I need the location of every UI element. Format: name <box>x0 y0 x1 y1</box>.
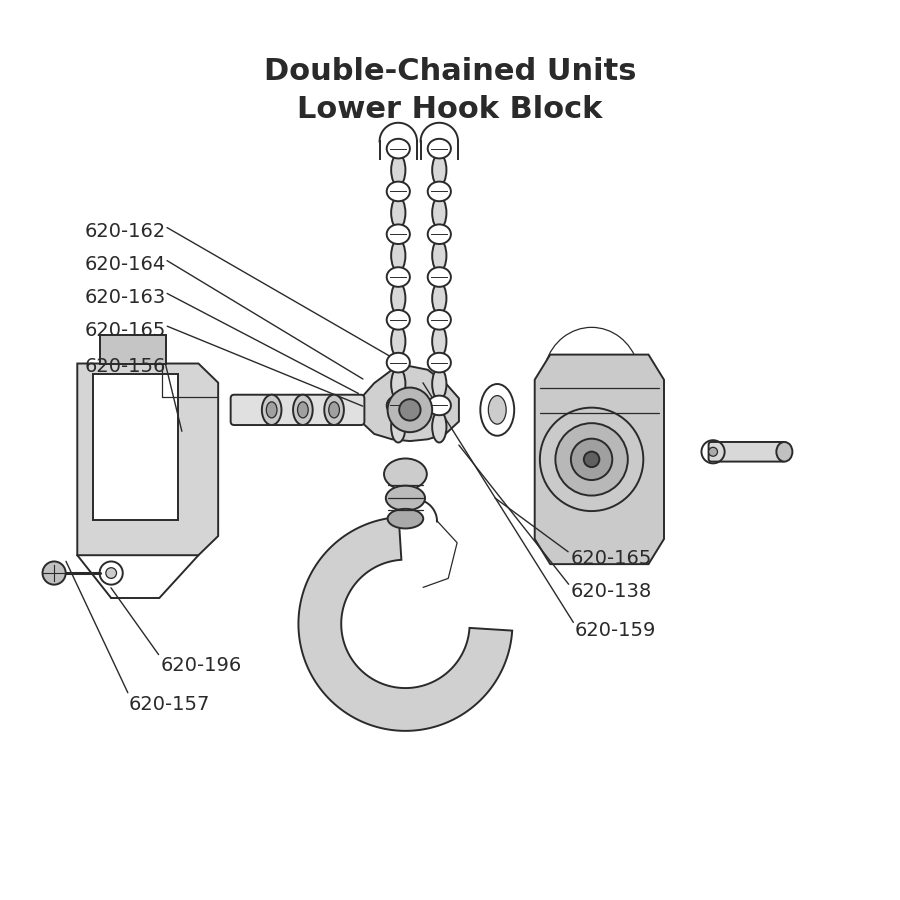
Ellipse shape <box>428 139 451 158</box>
Bar <box>94 374 178 519</box>
Text: 620-156: 620-156 <box>85 356 166 375</box>
Ellipse shape <box>262 395 282 425</box>
Ellipse shape <box>432 154 446 185</box>
Ellipse shape <box>293 395 312 425</box>
Circle shape <box>106 568 116 579</box>
Polygon shape <box>361 366 459 441</box>
Ellipse shape <box>387 353 410 373</box>
Ellipse shape <box>392 283 405 314</box>
FancyBboxPatch shape <box>708 442 786 462</box>
Ellipse shape <box>387 396 410 415</box>
Ellipse shape <box>428 182 451 202</box>
Ellipse shape <box>428 267 451 287</box>
Ellipse shape <box>266 401 277 418</box>
Text: 620-138: 620-138 <box>571 582 652 601</box>
Text: Lower Hook Block: Lower Hook Block <box>297 94 603 124</box>
Polygon shape <box>535 355 664 564</box>
Ellipse shape <box>387 310 410 329</box>
Text: 620-196: 620-196 <box>160 656 241 675</box>
Ellipse shape <box>489 396 506 424</box>
Ellipse shape <box>392 326 405 357</box>
Circle shape <box>42 562 66 585</box>
Ellipse shape <box>432 240 446 271</box>
Ellipse shape <box>432 368 446 400</box>
Polygon shape <box>299 518 512 731</box>
Ellipse shape <box>384 458 427 490</box>
Ellipse shape <box>777 442 792 462</box>
Ellipse shape <box>392 368 405 400</box>
Ellipse shape <box>428 224 451 244</box>
Circle shape <box>584 452 599 467</box>
Text: 620-165: 620-165 <box>571 549 652 568</box>
Ellipse shape <box>432 326 446 357</box>
Ellipse shape <box>388 508 423 528</box>
Ellipse shape <box>386 486 425 510</box>
Text: 620-163: 620-163 <box>85 288 166 307</box>
Text: 620-162: 620-162 <box>85 222 166 241</box>
Ellipse shape <box>428 396 451 415</box>
Ellipse shape <box>432 197 446 229</box>
Ellipse shape <box>432 283 446 314</box>
Circle shape <box>540 408 644 511</box>
Ellipse shape <box>392 411 405 443</box>
Ellipse shape <box>298 401 308 418</box>
FancyBboxPatch shape <box>230 395 364 425</box>
Ellipse shape <box>328 401 339 418</box>
Circle shape <box>708 447 717 456</box>
Text: 620-165: 620-165 <box>85 321 166 340</box>
Ellipse shape <box>392 154 405 185</box>
Circle shape <box>400 400 420 420</box>
Text: 620-157: 620-157 <box>129 695 211 714</box>
Circle shape <box>555 423 628 496</box>
Ellipse shape <box>428 310 451 329</box>
Ellipse shape <box>387 267 410 287</box>
Ellipse shape <box>428 353 451 373</box>
Bar <box>100 335 166 364</box>
Circle shape <box>571 438 612 480</box>
Polygon shape <box>77 364 218 555</box>
Circle shape <box>388 388 432 432</box>
Text: Double-Chained Units: Double-Chained Units <box>264 57 636 86</box>
Ellipse shape <box>387 139 410 158</box>
Text: 620-164: 620-164 <box>85 255 166 274</box>
Text: 620-159: 620-159 <box>575 621 656 640</box>
Ellipse shape <box>387 182 410 202</box>
Ellipse shape <box>481 384 514 436</box>
Ellipse shape <box>387 224 410 244</box>
Ellipse shape <box>432 411 446 443</box>
Ellipse shape <box>392 197 405 229</box>
Ellipse shape <box>324 395 344 425</box>
Ellipse shape <box>392 240 405 271</box>
